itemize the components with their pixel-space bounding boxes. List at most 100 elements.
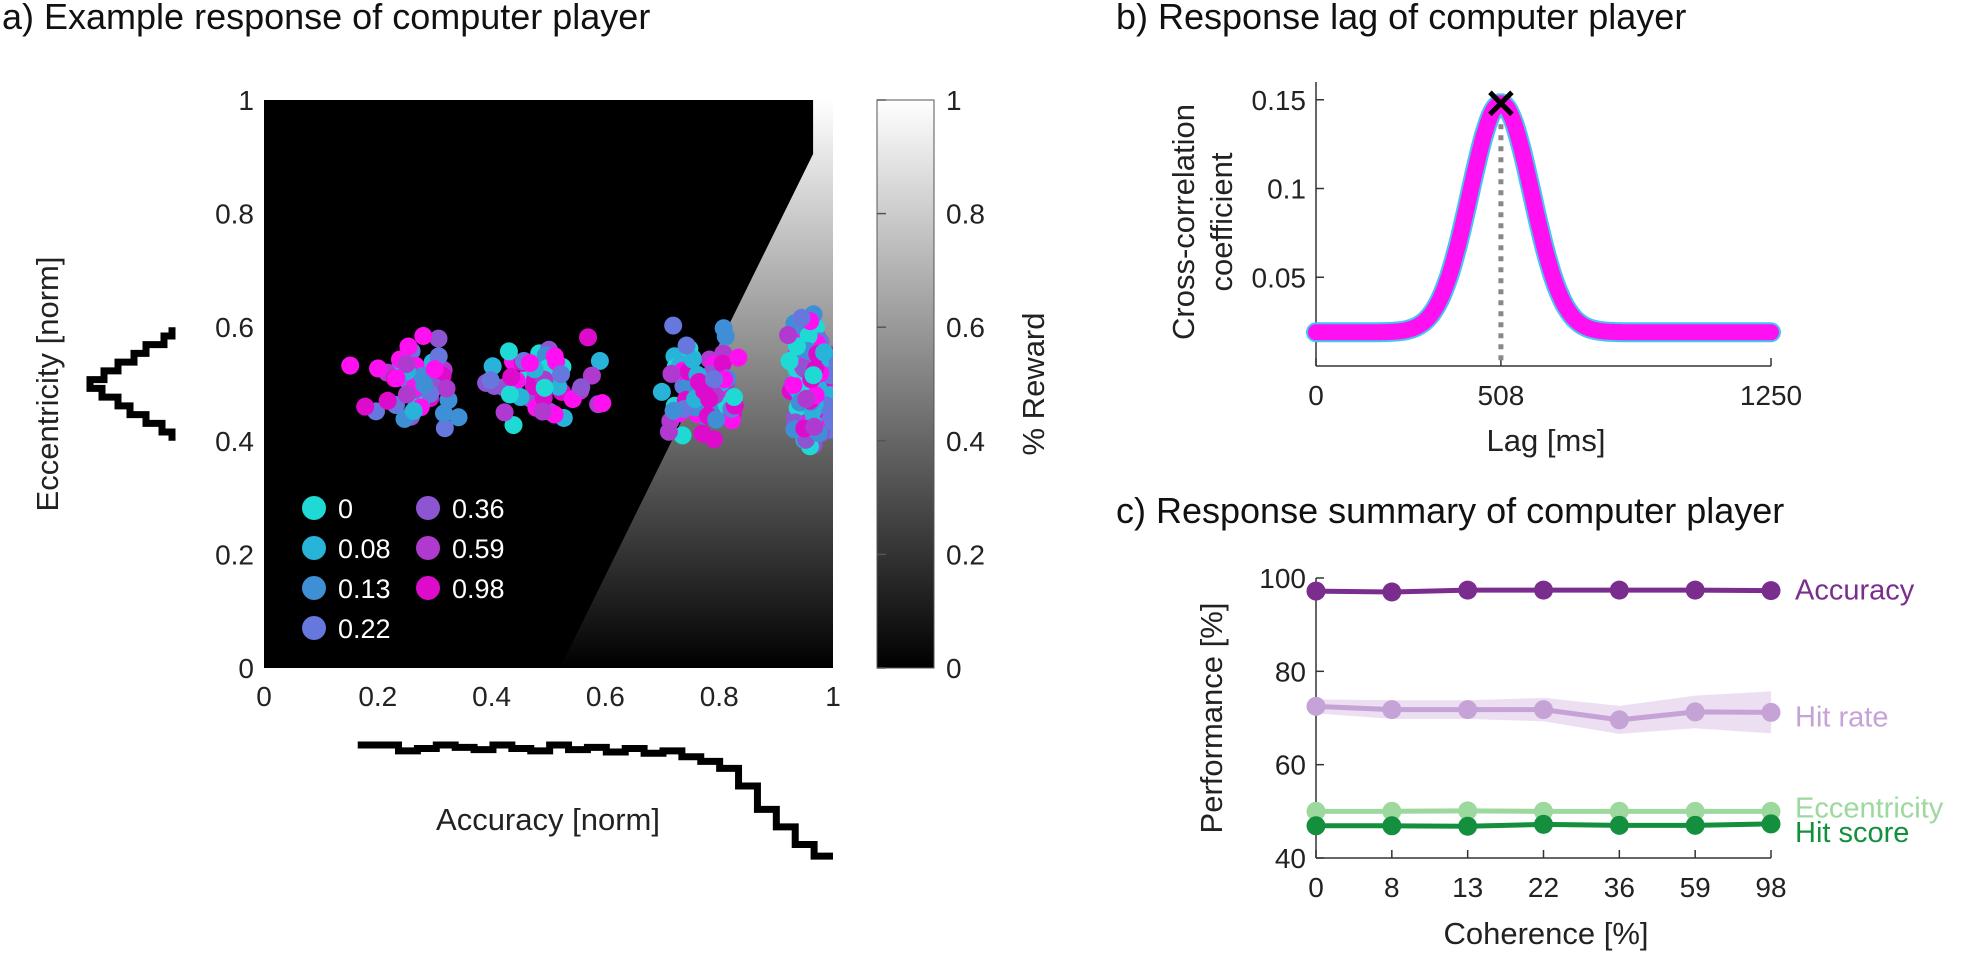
legend-label: 0.98 <box>452 574 505 604</box>
panel-b-x-tick-label: 508 <box>1478 380 1525 411</box>
scatter-point <box>437 379 456 398</box>
panel-a-xlabel: Accuracy [norm] <box>436 802 660 837</box>
panel-b-title: b) Response lag of computer player <box>1116 0 1686 37</box>
scatter-point <box>434 404 453 423</box>
panel-c-y-tick-label: 100 <box>1259 563 1306 594</box>
panel-c-x-tick-label: 36 <box>1604 872 1635 903</box>
panel-b-xlabel: Lag [ms] <box>1487 423 1606 458</box>
panel-c-xlabel: Coherence [%] <box>1443 916 1648 951</box>
series-point <box>1685 702 1705 722</box>
legend-marker <box>302 576 326 600</box>
panel-b-y-tick-label: 0.1 <box>1267 174 1306 205</box>
legend-label: 0 <box>338 494 353 524</box>
panel-a-x-tick-label: 1 <box>825 681 841 712</box>
scatter-point <box>483 357 502 376</box>
panel-a-y-tick-label: 0.2 <box>215 539 254 570</box>
legend-marker <box>302 496 326 520</box>
scatter-point <box>397 385 416 404</box>
scatter-point <box>481 371 500 390</box>
series-point <box>1382 582 1402 602</box>
panel-a: a) Example response of computer player 0… <box>2 0 1051 860</box>
scatter-point <box>593 394 612 413</box>
series-point <box>1685 580 1705 600</box>
scatter-point <box>662 364 681 383</box>
scatter-point <box>435 419 454 438</box>
scatter-point <box>729 348 748 367</box>
series-point <box>1458 580 1478 600</box>
scatter-point <box>700 390 719 409</box>
colorbar-tick-label: 1 <box>946 85 962 116</box>
series-point <box>1685 801 1705 821</box>
panel-a-y-tick-label: 0.6 <box>215 312 254 343</box>
series-point <box>1382 700 1402 720</box>
panel-a-x-ticks: 0 0.2 0.4 0.6 0.8 1 <box>256 681 841 712</box>
series-point <box>1306 696 1326 716</box>
legend-label: 0.13 <box>338 574 391 604</box>
scatter-point <box>415 375 434 394</box>
panel-c-title: c) Response summary of computer player <box>1116 490 1784 531</box>
scatter-point <box>399 337 418 356</box>
scatter-point <box>404 401 423 420</box>
legend-label: 0.59 <box>452 534 505 564</box>
scatter-point <box>579 328 598 347</box>
series-point <box>1609 580 1629 600</box>
panel-c-x-tick-label: 98 <box>1755 872 1786 903</box>
scatter-point <box>815 343 833 362</box>
colorbar-tick-label: 0.2 <box>946 539 985 570</box>
panel-a-y-ticks: 0 0.2 0.4 0.6 0.8 1 <box>215 85 254 684</box>
scatter-point <box>378 391 397 410</box>
panel-c-ticks: 0 8 13 22 36 59 98 40 60 80 100 <box>1259 563 1786 903</box>
panel-c-y-tick-label: 60 <box>1275 750 1306 781</box>
series-point <box>1761 581 1781 601</box>
legend-label: 0.22 <box>338 614 391 644</box>
scatter-point <box>799 326 818 345</box>
scatter-point <box>504 416 523 435</box>
colorbar-tick-label: 0.8 <box>946 199 985 230</box>
legend-marker <box>416 496 440 520</box>
scatter-point <box>713 354 732 373</box>
series-point <box>1458 700 1478 720</box>
panel-a-y-tick-label: 1 <box>238 85 254 116</box>
panel-a-x-tick-label: 0.4 <box>472 681 511 712</box>
series-point <box>1306 801 1326 821</box>
scatter-point <box>387 369 406 388</box>
scatter-point <box>704 370 723 389</box>
reward-colorbar: 0 0.2 0.4 0.6 0.8 1 % Reward <box>876 85 1051 684</box>
panel-c-x-tick-label: 8 <box>1384 872 1400 903</box>
series-point <box>1458 816 1478 836</box>
panel-a-x-tick-label: 0 <box>256 681 272 712</box>
series-point <box>1761 702 1781 722</box>
peak-x-stroke <box>1488 90 1514 117</box>
scatter-point <box>552 365 571 384</box>
panel-a-x-tick-label: 0.2 <box>358 681 397 712</box>
panel-b-y-tick-label: 0.15 <box>1252 85 1307 116</box>
series-point <box>1534 801 1553 821</box>
scatter-point <box>356 397 375 416</box>
scatter-point <box>495 403 514 422</box>
reward-region <box>559 100 833 668</box>
accuracy-histogram <box>357 741 833 860</box>
panel-a-y-tick-label: 0.8 <box>215 199 254 230</box>
panel-c-ylabel: Performance [%] <box>1194 603 1229 834</box>
panel-b: b) Response lag of computer player 0 508 1… <box>1116 0 1802 458</box>
panel-c-y-tick-label: 40 <box>1275 843 1306 874</box>
series-point <box>1534 814 1553 834</box>
scatter-point <box>792 308 811 327</box>
colorbar-tick-label: 0 <box>946 653 962 684</box>
scatter-point <box>705 430 724 449</box>
scatter-point <box>677 336 696 355</box>
scatter-points <box>341 305 833 456</box>
legend-label: 0.36 <box>452 494 505 524</box>
scatter-point <box>535 378 554 397</box>
panel-a-y-tick-label: 0 <box>238 653 254 684</box>
series-label: Hit rate <box>1795 701 1888 733</box>
series-point <box>1534 700 1553 720</box>
panel-a-title: a) Example response of computer player <box>2 0 650 37</box>
colorbar-tick-label: 0.4 <box>946 426 985 457</box>
scatter-point <box>725 388 744 407</box>
series-label: Accuracy <box>1795 575 1915 607</box>
cross-correlation-line <box>1308 95 1779 341</box>
legend-label: 0.08 <box>338 534 391 564</box>
scatter-point <box>500 385 519 404</box>
